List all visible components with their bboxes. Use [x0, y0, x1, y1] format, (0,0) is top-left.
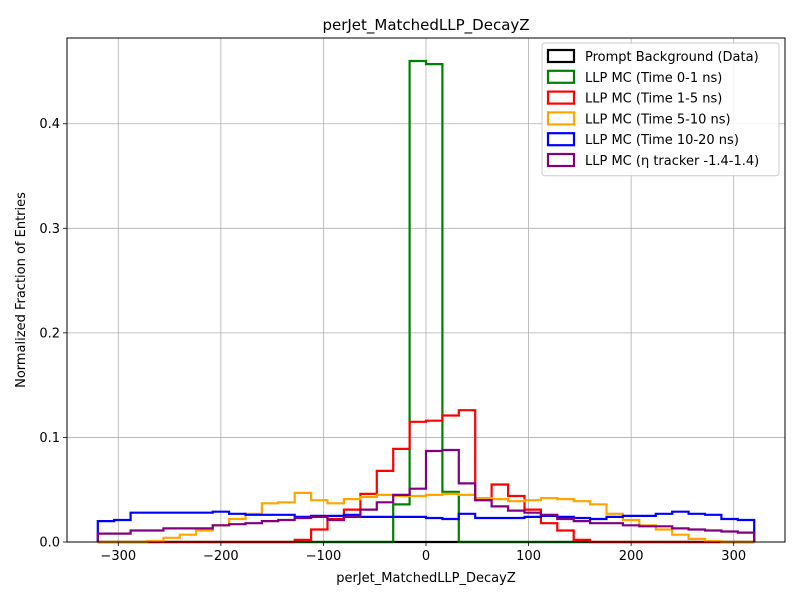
legend-swatch [546, 69, 576, 84]
x-tick-label: −300 [100, 549, 136, 564]
y-tick-label: 0.1 [39, 431, 60, 446]
legend-swatch [546, 90, 576, 105]
x-tick-label: 0 [422, 549, 430, 564]
legend-swatch [546, 132, 576, 147]
x-ticks: −300 −200 −100 0 100 200 300 [100, 542, 746, 564]
x-tick-label: 200 [619, 549, 644, 564]
y-tick-label: 0.2 [39, 326, 60, 341]
legend-entry-label: LLP MC (Time 1-5 ns) [585, 92, 722, 107]
x-tick-label: 300 [721, 549, 746, 564]
x-tick-label: 100 [516, 549, 541, 564]
legend: Prompt Background (Data) LLP MC (Time 0-1… [541, 42, 780, 177]
legend-entry-label: LLP MC (Time 0-1 ns) [585, 71, 722, 86]
series-step-5 [96, 448, 756, 542]
legend-swatch [546, 48, 576, 64]
chart-title: perJet_MatchedLLP_DecayZ [322, 16, 529, 35]
legend-entry-label: Prompt Background (Data) [585, 50, 759, 65]
legend-entry-label: LLP MC (Time 10-20 ns) [585, 133, 739, 148]
legend-swatch [546, 111, 576, 126]
legend-box [541, 42, 780, 177]
y-tick-label: 0.3 [39, 222, 60, 237]
y-tick-label: 0.4 [39, 117, 60, 132]
y-axis-label: Normalized Fraction of Entries [14, 192, 29, 388]
legend-swatch [546, 152, 576, 168]
legend-entry-label: LLP MC (Time 5-10 ns) [585, 112, 731, 127]
y-ticks: 0.0 0.1 0.2 0.3 0.4 [39, 117, 67, 551]
x-tick-label: −100 [306, 549, 342, 564]
x-tick-label: −200 [203, 549, 239, 564]
y-tick-label: 0.0 [39, 536, 60, 551]
legend-entry-label: LLP MC (η tracker -1.4-1.4) [585, 154, 759, 169]
x-axis-label: perJet_MatchedLLP_DecayZ [336, 571, 516, 586]
series-step-4 [96, 510, 756, 542]
